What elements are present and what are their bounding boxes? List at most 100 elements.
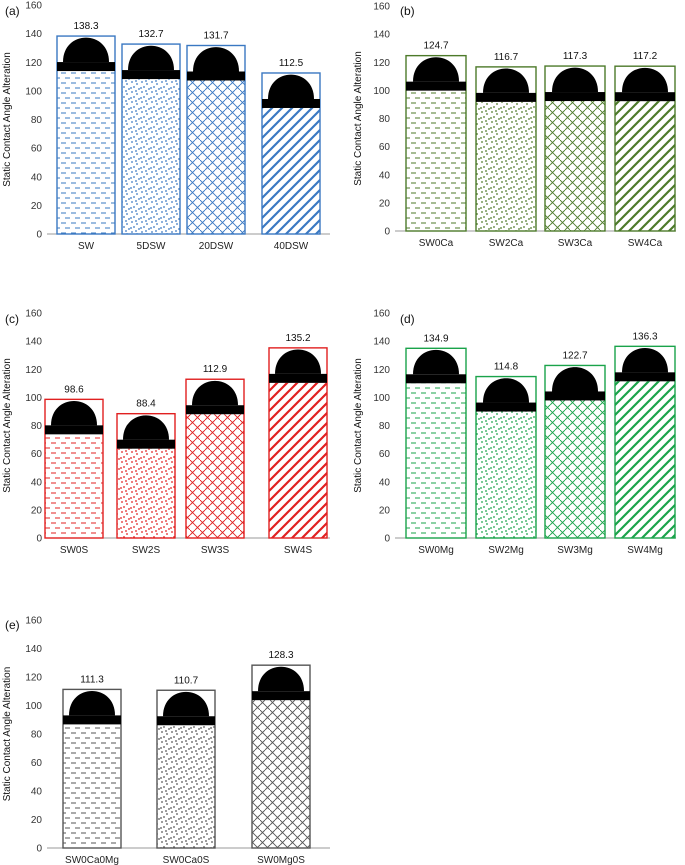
y-tick-label: 80	[31, 115, 43, 126]
y-axis-label: Static Contact Angle Alteration	[353, 51, 364, 186]
y-tick-label: 160	[25, 616, 42, 627]
bar-fill	[545, 101, 605, 231]
bar-fill	[45, 434, 103, 538]
value-label: 117.3	[563, 51, 588, 62]
y-tick-label: 40	[379, 170, 391, 181]
bar-fill	[262, 107, 320, 234]
y-tick-label: 60	[379, 142, 391, 153]
bar-outline	[544, 364, 606, 539]
value-label: 112.9	[203, 364, 228, 375]
substrate-slab	[476, 92, 536, 102]
value-label: 128.3	[268, 650, 293, 661]
category-label: SW3Ca	[558, 238, 593, 249]
bar-outline	[614, 65, 676, 232]
category-label: SW3S	[201, 545, 230, 556]
droplet-icon	[483, 378, 529, 403]
y-tick-label: 100	[25, 701, 42, 712]
y-tick-label: 80	[379, 114, 391, 125]
substrate-slab	[615, 372, 675, 382]
bar-outline	[121, 43, 181, 235]
category-label: SW0S	[60, 545, 89, 556]
droplet-icon	[483, 68, 529, 93]
bar-fill	[406, 90, 466, 231]
bar-fill	[615, 101, 675, 231]
chart-panel-4: (e) Static Contact Angle Alteration 0 20 40 6…	[2, 616, 330, 865]
substrate-slab	[63, 715, 121, 725]
substrate-slab	[269, 373, 327, 383]
category-label: SW2S	[132, 545, 161, 556]
substrate-slab	[186, 405, 244, 415]
value-label: 122.7	[562, 350, 587, 361]
bar-outline	[475, 375, 537, 539]
y-tick-label: 20	[31, 201, 43, 212]
y-axis-label: Static Contact Angle Alteration	[2, 667, 13, 802]
droplet-icon	[622, 67, 668, 93]
y-tick-label: 40	[31, 172, 43, 183]
bar-outline	[185, 378, 245, 539]
value-label: 134.9	[423, 333, 448, 344]
bar-outline	[261, 72, 321, 235]
y-tick-label: 40	[31, 787, 43, 798]
value-label: 110.7	[174, 675, 199, 686]
value-label: 114.8	[494, 362, 519, 373]
y-tick-label: 0	[36, 230, 42, 241]
y-tick-label: 140	[25, 29, 42, 40]
value-label: 135.2	[285, 333, 310, 344]
y-tick-label: 160	[373, 309, 390, 320]
bar-fill	[122, 79, 180, 235]
category-label: SW3Mg	[557, 545, 593, 556]
droplet-icon	[128, 45, 174, 71]
bar-outline	[156, 689, 216, 849]
category-label: 40DSW	[274, 241, 309, 252]
y-tick-label: 80	[31, 421, 43, 432]
value-label: 138.3	[73, 21, 98, 32]
y-tick-label: 0	[384, 534, 390, 545]
droplet-icon	[192, 380, 238, 406]
y-tick-label: 20	[379, 505, 391, 516]
y-tick-label: 120	[25, 58, 42, 69]
panel-label: (a)	[5, 4, 20, 18]
bar-fill	[476, 101, 536, 231]
y-tick-label: 140	[25, 644, 42, 655]
bar-fill	[117, 448, 175, 538]
droplet-icon	[552, 67, 598, 93]
y-tick-label: 60	[31, 758, 43, 769]
chart-panel-2: (c) Static Contact Angle Alteration 0 20 40 6…	[2, 309, 330, 556]
y-tick-label: 40	[379, 477, 391, 488]
y-tick-label: 20	[31, 815, 43, 826]
substrate-slab	[117, 439, 175, 449]
droplet-icon	[268, 74, 314, 99]
substrate-slab	[406, 81, 466, 91]
droplet-icon	[413, 57, 459, 82]
bar-fill	[406, 383, 466, 538]
category-label: SW4Ca	[628, 238, 663, 249]
y-tick-label: 120	[373, 365, 390, 376]
bar-outline	[405, 54, 467, 232]
y-axis-label: Static Contact Angle Alteration	[353, 358, 364, 493]
y-tick-label: 100	[25, 393, 42, 404]
droplet-icon	[163, 691, 209, 717]
bar-fill	[157, 725, 215, 848]
droplet-icon	[622, 347, 668, 373]
value-label: 132.7	[138, 29, 163, 40]
y-axis-label: Static Contact Angle Alteration	[2, 358, 13, 493]
substrate-slab	[476, 402, 536, 412]
panel-label: (e)	[5, 618, 20, 632]
value-label: 131.7	[203, 31, 228, 42]
y-tick-label: 0	[36, 534, 42, 545]
bar-outline	[62, 688, 122, 849]
bar-outline	[56, 35, 116, 235]
y-tick-label: 20	[379, 198, 391, 209]
category-label: SW4S	[284, 545, 313, 556]
category-label: SW	[78, 241, 95, 252]
y-tick-label: 60	[31, 449, 43, 460]
bar-outline	[268, 347, 328, 539]
value-label: 88.4	[136, 399, 156, 410]
bar-fill	[186, 414, 244, 538]
category-label: 20DSW	[199, 241, 234, 252]
y-tick-label: 100	[25, 86, 42, 97]
y-tick-label: 80	[31, 730, 43, 741]
y-tick-label: 20	[31, 505, 43, 516]
bar-fill	[615, 381, 675, 538]
